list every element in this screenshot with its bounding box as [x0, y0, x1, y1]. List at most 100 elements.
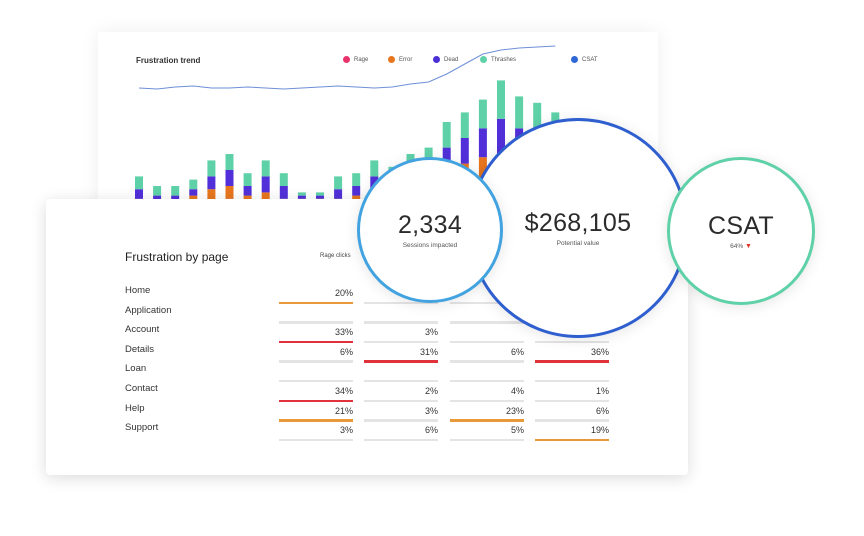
cell-bar [364, 399, 438, 402]
legend-rage-label: Rage [354, 56, 369, 63]
row-label-1: Application [125, 304, 172, 316]
potential-value-label: Potential value [556, 240, 600, 247]
page-card-title: Frustration by page [125, 250, 229, 264]
table-cell [279, 366, 353, 383]
legend-csat-dot [571, 56, 578, 63]
cell-value: 5% [510, 425, 524, 436]
cell-value: 6% [510, 346, 524, 357]
bar-segment-dead [207, 176, 216, 190]
table-cell: 6% [450, 346, 524, 363]
legend-error-label: Error [399, 56, 413, 63]
bar-segment-dead [225, 170, 234, 186]
table-cell [450, 366, 524, 383]
table-cell [450, 308, 524, 324]
cell-value: 31% [419, 346, 438, 357]
bar-segment-thrash [460, 112, 469, 138]
bar-segment-dead [243, 186, 252, 196]
csat-title: CSAT [707, 212, 775, 240]
cell-bar [450, 360, 524, 363]
cell-value: 1% [595, 386, 609, 396]
legend-csat-label: CSAT [582, 56, 598, 63]
table-cell [450, 288, 524, 304]
bar-segment-thrash [497, 80, 505, 119]
bar-segment-thrash [352, 173, 361, 186]
csat-circle: CSAT 64% ▼ [667, 157, 815, 305]
legend-thrashes-label: Thrashes [491, 56, 517, 63]
table-cell: 3% [364, 327, 438, 344]
table-cell [279, 308, 353, 324]
cell-bar [364, 419, 438, 422]
table-cell: 3% [364, 405, 438, 422]
bar-segment-thrash [442, 122, 451, 148]
table-cell [364, 308, 438, 324]
bar-segment-dead [460, 138, 469, 164]
table-cell: 1% [535, 386, 609, 402]
table-cell [535, 327, 609, 344]
cell-bar [364, 379, 438, 383]
csat-trend-line [138, 45, 556, 90]
row-label-6: Help [125, 402, 145, 414]
column-header-rage-clicks: Rage clicks [320, 253, 351, 259]
cell-bar [535, 399, 609, 402]
trend-title: Frustration trend [136, 56, 201, 65]
bar-segment-thrash [515, 96, 524, 129]
table-cell: 33% [279, 327, 353, 344]
bar-segment-thrash [243, 173, 252, 186]
cell-value: 36% [590, 346, 609, 357]
potential-value-number: $268,105 [524, 209, 632, 237]
row-label-5: Contact [125, 383, 158, 394]
bar-segment-dead [334, 189, 343, 199]
legend-rage: Rage [343, 56, 368, 63]
bar-segment-thrash [189, 179, 198, 190]
legend-error-dot [388, 56, 395, 63]
legend-dead-dot [433, 56, 440, 63]
cell-bar [279, 438, 353, 442]
cell-bar [450, 399, 524, 402]
table-cell: 6% [279, 347, 353, 363]
bar-segment-error [243, 195, 252, 202]
bar-segment-thrash [135, 176, 143, 190]
table-cell: 6% [535, 406, 609, 422]
table-cell: 36% [535, 346, 609, 363]
table-cell: 31% [364, 346, 438, 363]
cell-bar [364, 340, 438, 344]
legend-thrashes: Thrashes [480, 56, 516, 63]
legend-thrashes-dot [480, 56, 487, 63]
bar-segment-dead [352, 186, 361, 196]
cell-value: 33% [334, 327, 353, 338]
table-cell [535, 366, 609, 383]
cell-bar [535, 340, 609, 344]
row-label-0: Home [125, 285, 151, 296]
bar-segment-thrash [334, 176, 343, 190]
cell-value: 23% [505, 405, 524, 416]
bar-segment-dead [135, 189, 143, 199]
legend-rage-dot [343, 56, 350, 63]
bar-segment-dead [297, 195, 306, 199]
bar-segment-dead [261, 176, 270, 193]
bar-segment-thrash [533, 102, 542, 135]
bar-segment-thrash [297, 192, 306, 196]
sessions-impacted-label: Sessions impacted [402, 242, 458, 249]
csat-percent: 64% [730, 243, 744, 250]
row-label-2: Account [125, 324, 160, 336]
cell-bar [364, 360, 438, 363]
bar-segment-thrash [207, 160, 216, 177]
bar-segment-error [225, 186, 234, 199]
row-label-7: Support [125, 422, 159, 434]
cell-bar [450, 301, 524, 304]
table-cell: 23% [450, 405, 524, 422]
cell-bar [535, 438, 609, 442]
csat-score: 64% ▼ [730, 243, 752, 250]
table-cell [364, 288, 438, 304]
cell-value: 6% [424, 425, 438, 436]
table-cell: 2% [364, 386, 438, 402]
cell-bar [450, 379, 524, 383]
row-label-4: Loan [125, 363, 147, 375]
cell-value: 3% [339, 425, 353, 436]
cell-bar [535, 419, 609, 422]
row-label-3: Details [125, 343, 155, 355]
cell-value: 3% [424, 405, 438, 416]
table-cell: 6% [364, 425, 438, 442]
cell-value: 34% [334, 386, 353, 396]
bar-segment-dead [478, 128, 487, 158]
